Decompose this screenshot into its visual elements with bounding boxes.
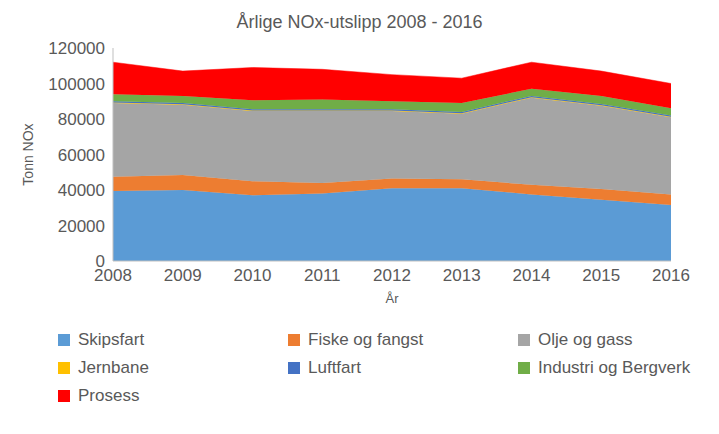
svg-text:40000: 40000 bbox=[58, 181, 105, 200]
html-text:Skipsfart: Skipsfart bbox=[78, 330, 145, 349]
svg-text:80000: 80000 bbox=[58, 110, 105, 129]
svg-text:2011: 2011 bbox=[304, 266, 341, 285]
svg-text:2014: 2014 bbox=[513, 266, 551, 285]
svg-text:120000: 120000 bbox=[48, 39, 105, 58]
svg-text:År: År bbox=[386, 291, 400, 306]
html-text:Årlige NOx-utslipp 2008 - 2016: Årlige NOx-utslipp 2008 - 2016 bbox=[236, 12, 483, 32]
svg-text:2015: 2015 bbox=[582, 266, 620, 285]
html-text:Industri og Bergverk: Industri og Bergverk bbox=[538, 358, 691, 377]
svg-text:2013: 2013 bbox=[443, 266, 481, 285]
svg-text:20000: 20000 bbox=[58, 217, 105, 236]
svg-text:60000: 60000 bbox=[58, 146, 105, 165]
html-text:Luftfart: Luftfart bbox=[308, 358, 361, 377]
html-text:Prosess: Prosess bbox=[78, 386, 140, 405]
svg-text:2009: 2009 bbox=[164, 266, 202, 285]
svg-text:2010: 2010 bbox=[234, 266, 272, 285]
html-text:Olje og gass: Olje og gass bbox=[538, 330, 633, 349]
svg-text:Tonn NOx: Tonn NOx bbox=[20, 123, 36, 185]
svg-text:100000: 100000 bbox=[48, 75, 105, 94]
html-text:Fiske og fangst: Fiske og fangst bbox=[308, 330, 424, 349]
html-text:Jernbane: Jernbane bbox=[78, 358, 149, 377]
svg-text:0: 0 bbox=[96, 252, 105, 271]
svg-text:2008: 2008 bbox=[94, 266, 132, 286]
svg-text:2012: 2012 bbox=[373, 266, 411, 285]
svg-text:2016: 2016 bbox=[652, 266, 690, 285]
